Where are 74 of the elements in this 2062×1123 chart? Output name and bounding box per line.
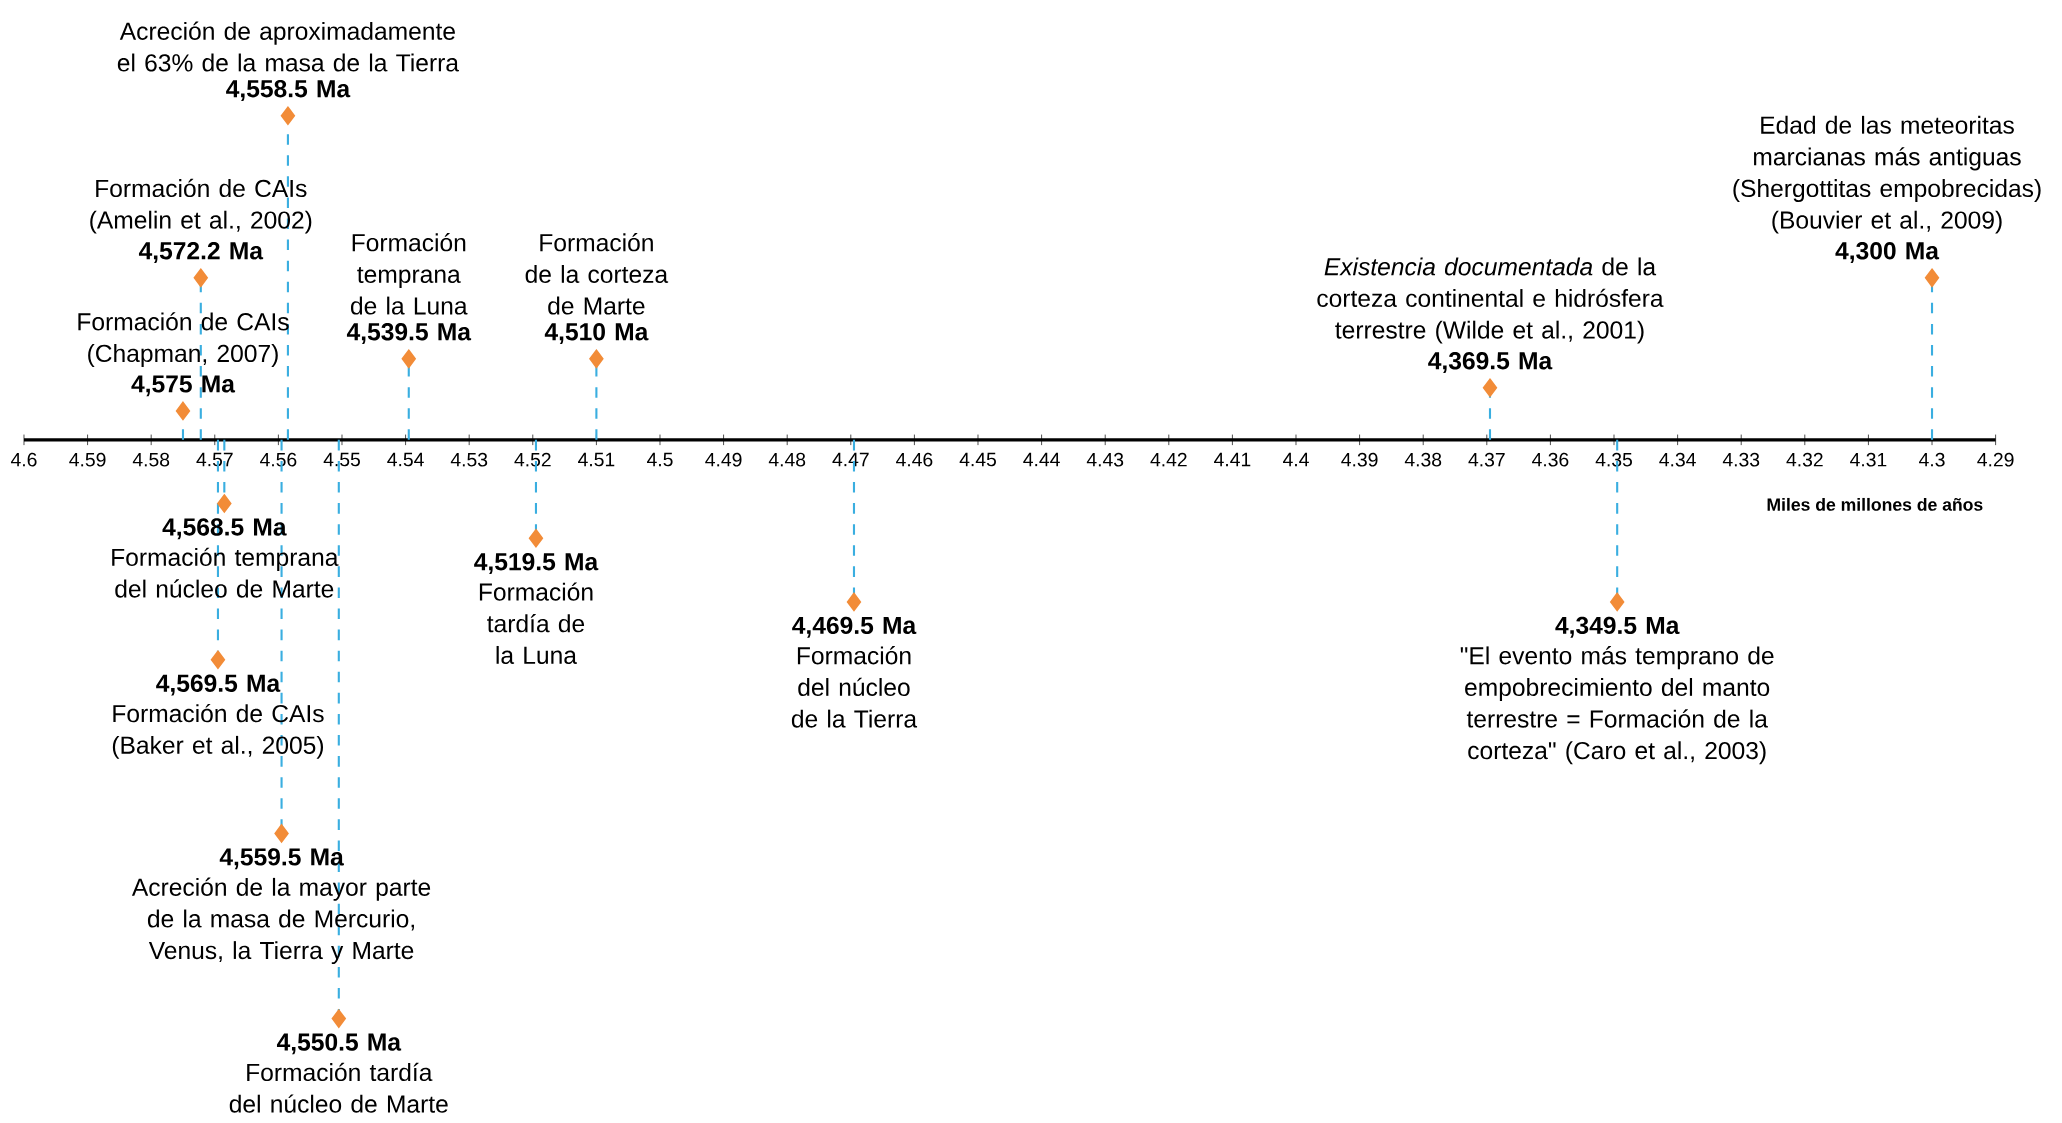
x-tick-label: 4.6	[10, 452, 37, 467]
annotation: 4,558.5 Ma	[226, 80, 351, 102]
point	[1482, 378, 1498, 397]
annotation: "El evento más temprano de empobrecimiento del manto terrestre = Formación de la corteza" (Caro et al., 2003)	[1460, 646, 1774, 765]
point	[589, 349, 604, 369]
x-tick-label: 4.33	[1722, 452, 1760, 467]
point	[280, 106, 296, 125]
annotation: Formación tardía de la Luna	[479, 582, 593, 665]
annotation: Formación temprana de la Luna	[351, 233, 468, 315]
x-tick-label: 4.55	[323, 452, 360, 467]
annotation: Formación del núcleo de la Tierra	[791, 646, 918, 728]
point	[193, 268, 208, 288]
x-tick-label: 4.43	[1086, 452, 1124, 467]
annotation: 4,369.5 Ma	[1428, 352, 1553, 374]
x-tick-label: 4.29	[1977, 452, 2014, 467]
annotation: Formación de CAIs (Baker et al., 2005)	[112, 704, 324, 759]
annotation: Formación temprana del núcleo de Marte	[112, 547, 339, 598]
x-tick-label: 4.51	[578, 452, 615, 467]
annotation: 4,575 Ma	[131, 375, 236, 397]
point	[1610, 592, 1625, 612]
x-tick-label: 4.53	[450, 452, 488, 467]
point	[175, 401, 191, 421]
x-tick-label: 4.57	[196, 452, 233, 467]
annotation: Edad de las meteoritas marcianas más antiguas (Shergottitas empobrecidas) (Bouvier et al., 2009)	[1733, 115, 2041, 234]
point	[217, 494, 232, 513]
x-tick-label: 4.38	[1404, 452, 1442, 467]
annotation: Formación de CAIs (Amelin et al., 2002)	[90, 178, 312, 234]
x-tick-label: 4.47	[832, 452, 869, 467]
x-tick-label: 4.31	[1850, 452, 1887, 467]
annotation: Acreción de aproximadamente el 63% de la masa de la Tierra	[117, 21, 459, 72]
x-tick-label: 4.49	[705, 452, 742, 467]
x-tick-label: 4.41	[1214, 452, 1251, 467]
x-tick-label: 4.37	[1468, 452, 1505, 467]
x-tick-label: 4.34	[1659, 452, 1696, 467]
annotation: 4,539.5 Ma	[346, 323, 472, 345]
x-tick-label: 4.36	[1532, 452, 1569, 467]
x-tick-label: 4.45	[959, 452, 996, 467]
x-tick-label: 4.32	[1786, 452, 1823, 467]
x-tick-label: 4.58	[132, 452, 170, 467]
point	[274, 824, 289, 843]
x-tick-label: 4.42	[1150, 452, 1187, 467]
x-tick-label: 4.48	[768, 452, 806, 467]
point	[528, 529, 544, 548]
x-tick-label: 4.44	[1023, 452, 1060, 467]
annotation: 4,300 Ma	[1835, 242, 1940, 264]
x-tick-label: 4.39	[1341, 452, 1378, 467]
x-tick-label: 4.46	[896, 452, 933, 467]
x-tick-label: 4.54	[387, 452, 424, 467]
x-tick-label: 4.4	[1283, 452, 1309, 467]
x-axis-title: Miles de millones de años	[1767, 498, 1983, 511]
x-tick-label: 4.52	[514, 452, 551, 467]
annotation: 4,569.5 Ma	[156, 674, 281, 696]
annotation: 4,559.5 Ma	[219, 848, 344, 870]
x-tick-label: 4.35	[1595, 452, 1632, 467]
annotation: 4,469.5 Ma	[792, 616, 917, 638]
annotation: Existencia documentada de la corteza continental e hidrósfera terrestre (Wilde et al., 2001)	[1317, 257, 1664, 344]
x-tick-label: 4.5	[647, 452, 673, 467]
point	[210, 650, 226, 670]
annotation: 4,550.5 Ma	[276, 1033, 402, 1055]
point	[1924, 268, 1940, 288]
x-tick-label: 4.59	[69, 452, 106, 467]
annotation: 4,349.5 Ma	[1555, 616, 1680, 638]
annotation: Formación tardía del núcleo de Marte	[229, 1062, 448, 1113]
annotation: Formación de CAIs (Chapman, 2007)	[78, 312, 289, 368]
annotation: 4,510 Ma	[544, 323, 649, 345]
x-tick-label: 4.56	[260, 452, 297, 467]
point	[331, 1009, 346, 1028]
annotation: Acreción de la mayor parte de la masa de Mercurio, Venus, la Tierra y Marte	[131, 877, 431, 965]
annotation: 4,572.2 Ma	[138, 242, 264, 264]
annotation: 4,519.5 Ma	[474, 553, 599, 575]
point	[846, 592, 862, 612]
x-tick-label: 4.3	[1919, 452, 1945, 467]
annotation: Formación de la corteza de Marte	[525, 233, 669, 315]
point	[401, 349, 416, 369]
